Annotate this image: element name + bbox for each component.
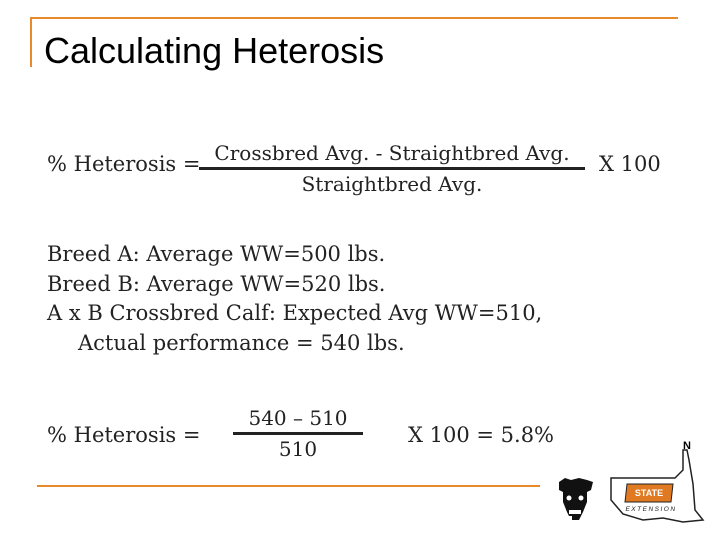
- frame-left-line: [30, 17, 32, 67]
- oklahoma-state-logo: STATE EXTENSION: [559, 449, 705, 523]
- state-outline-shape: [610, 449, 705, 523]
- calc-fraction: 540 – 510 510: [233, 405, 363, 462]
- state-logo-block: [624, 483, 674, 503]
- breed-data-list: Breed A: Average WW=500 lbs. Breed B: Av…: [47, 240, 542, 358]
- breed-a-line: Breed A: Average WW=500 lbs.: [47, 242, 386, 266]
- compass-north-label: N: [683, 440, 691, 452]
- formula-denominator: Straightbred Avg.: [301, 172, 483, 196]
- formula-numerator: Crossbred Avg. - Straightbred Avg.: [214, 141, 570, 165]
- formula-fraction: Crossbred Avg. - Straightbred Avg. Strai…: [199, 140, 585, 197]
- formula-lhs: % Heterosis =: [47, 152, 201, 176]
- slide-title: Calculating Heterosis: [44, 30, 385, 71]
- calc-denominator: 510: [278, 437, 318, 461]
- extension-text: EXTENSION: [625, 506, 676, 513]
- frame-top-line: [30, 17, 678, 19]
- formula-fraction-bar: [199, 167, 585, 170]
- cow-head-icon: [559, 478, 593, 520]
- heterosis-formula: % Heterosis = Crossbred Avg. - Straightb…: [47, 140, 667, 200]
- calc-numerator: 540 – 510: [248, 406, 348, 430]
- calc-result: X 100 = 5.8%: [408, 423, 555, 447]
- extension-logo-area: STATE EXTENSION N: [553, 440, 713, 530]
- actual-performance-line: Actual performance = 540 lbs.: [78, 330, 405, 355]
- heterosis-calculation: % Heterosis = 540 – 510 510 X 100 = 5.8%: [47, 405, 607, 465]
- calc-lhs: % Heterosis =: [47, 423, 201, 447]
- breed-b-line: Breed B: Average WW=520 lbs.: [47, 271, 386, 296]
- crossbred-expected-line: A x B Crossbred Calf: Expected Avg WW=51…: [47, 301, 543, 325]
- frame-bottom-line: [37, 485, 540, 487]
- formula-multiplier: X 100: [599, 152, 661, 176]
- calc-fraction-bar: [233, 432, 363, 435]
- logo-text: STATE: [635, 488, 663, 498]
